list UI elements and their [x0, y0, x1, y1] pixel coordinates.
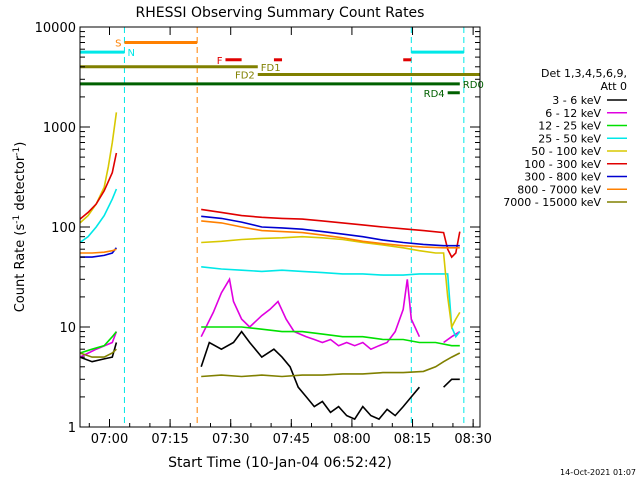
- plot-frame: [79, 26, 481, 428]
- series-line-800to7000keVkev: [80, 248, 117, 254]
- x-axis-label: Start Time (10-Jan-04 06:52:42): [168, 455, 392, 471]
- series-line-25to50keVkev: [79, 188, 118, 244]
- series-line-7000to15000keVkev: [201, 352, 461, 378]
- series-line-800to7000keVkev: [201, 220, 460, 249]
- x-tick-label: 07:15: [151, 432, 188, 447]
- legend-label: 300 - 800 keV: [524, 171, 601, 184]
- legend-label: 3 - 6 keV: [552, 94, 601, 107]
- flag-label: RD0: [463, 80, 484, 91]
- flag-label: FD2: [235, 70, 255, 81]
- series-line-6to12keVkev: [200, 277, 421, 351]
- legend-header: Att 0: [601, 80, 627, 93]
- ylabel-sup: -1: [12, 147, 22, 156]
- ylabel-sup: -1: [12, 215, 22, 224]
- series-line-300to800keVkev: [201, 215, 460, 247]
- series-line-3to6keVkev: [200, 330, 421, 421]
- legend-label: 7000 - 15000 keV: [503, 196, 601, 209]
- chart-title: RHESSI Observing Summary Count Rates: [136, 5, 425, 21]
- flag-label: S: [115, 38, 121, 49]
- series-line-50to100keVkev: [79, 112, 118, 224]
- x-tick-label: 08:00: [333, 432, 370, 447]
- y-tick-label: 1000: [43, 121, 76, 136]
- x-tick-label: 08:30: [454, 432, 491, 447]
- legend-label: 50 - 100 keV: [531, 145, 601, 158]
- flag-label: F: [217, 56, 223, 67]
- y-tick-label: 100: [51, 221, 76, 236]
- x-tick-label: 08:15: [394, 432, 431, 447]
- ylabel-part: detector: [13, 155, 28, 215]
- y-tick-label: 10000: [35, 21, 76, 36]
- x-tick-label: 07:45: [273, 432, 310, 447]
- y-tick-label: 1: [68, 421, 76, 436]
- legend-label: 100 - 300 keV: [524, 158, 601, 171]
- flag-label: FD1: [261, 63, 281, 74]
- series-line-12to25keVkev: [201, 326, 460, 347]
- series-line-100to300keVkev: [79, 152, 118, 220]
- flag-label: N: [127, 48, 134, 59]
- y-axis-label: Count Rate (s-1 detector-1): [12, 142, 28, 313]
- series-line-3to6keVkev: [443, 378, 460, 388]
- legend-label: 800 - 7000 keV: [517, 183, 601, 196]
- ylabel-part: ): [13, 142, 28, 147]
- plot-area: SN F FD1 FD2 RD0 RD4: [79, 27, 484, 427]
- flag-label: RD4: [424, 89, 445, 100]
- y-tick-label: 10: [59, 321, 76, 336]
- legend-header: Det 1,3,4,5,6,9,: [541, 67, 627, 80]
- series-line-25to50keVkev: [201, 266, 461, 339]
- series-line-300to800keVkev: [80, 247, 118, 258]
- legend-label: 6 - 12 keV: [545, 107, 601, 120]
- series-line-7000to15000keVkev: [79, 348, 117, 358]
- legend-label: 12 - 25 keV: [538, 120, 601, 133]
- ylabel-part: Count Rate (s: [13, 224, 28, 313]
- series-line-100to300keVkev: [201, 208, 461, 259]
- axes: 07:00 07:15 07:30 07:45 08:00 08:15 08:30 1 10 10…: [35, 21, 492, 447]
- series-line-50to100keVkev: [201, 235, 461, 330]
- timestamp-label: 14-Oct-2021 01:07: [560, 468, 636, 477]
- series-line-6to12keVkev: [443, 330, 461, 344]
- legend-label: 25 - 50 keV: [538, 132, 601, 145]
- x-tick-label: 07:30: [212, 432, 249, 447]
- x-tick-label: 07:00: [91, 432, 128, 447]
- series-line-12to25keVkev: [79, 331, 118, 354]
